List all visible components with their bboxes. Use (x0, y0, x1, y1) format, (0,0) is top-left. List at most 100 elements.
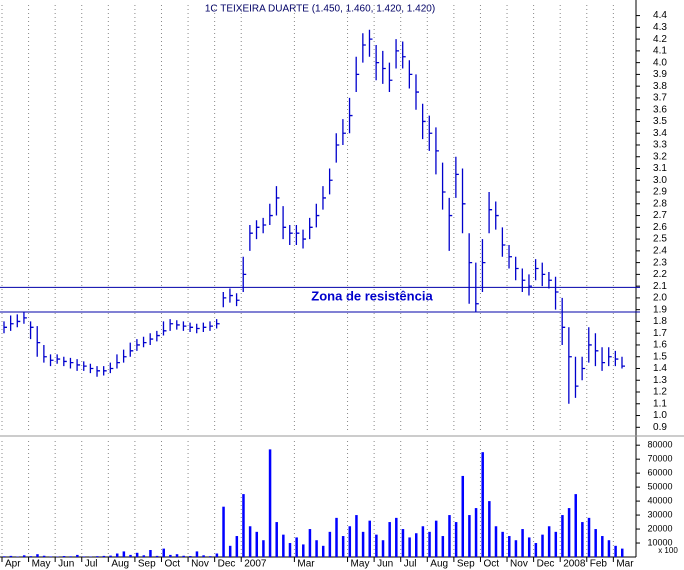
price-bar (568, 327, 572, 404)
price-bar (495, 201, 499, 230)
y2-tick-label: 60000 (647, 468, 672, 478)
x-tick-label: May (351, 559, 370, 570)
price-bar (481, 239, 486, 293)
y-tick-label: 3.8 (653, 81, 667, 92)
y2-tick-label: 40000 (647, 495, 672, 505)
y-tick-label: 0.9 (653, 422, 667, 433)
price-bar (209, 321, 213, 331)
volume-bar (122, 551, 126, 557)
price-bar (388, 62, 393, 93)
volume-bar (235, 536, 239, 557)
y2-tick-label: 80000 (647, 440, 672, 450)
price-bar (36, 326, 41, 357)
price-bar (295, 224, 300, 245)
volume-bar (494, 526, 498, 557)
price-bar (156, 330, 160, 342)
price-bar (588, 327, 592, 363)
volume-bar (554, 531, 558, 557)
volume-bar (521, 529, 524, 557)
price-bar (335, 133, 340, 163)
y-tick-label: 4.3 (653, 22, 667, 33)
y-tick-label: 2.9 (653, 187, 667, 198)
y-tick-label: 3.3 (653, 140, 667, 151)
x-tick-label: Nov (191, 559, 209, 570)
price-bar (375, 44, 380, 81)
price-bar (69, 357, 74, 369)
y-tick-label: 4.2 (653, 34, 667, 45)
price-bar (368, 29, 373, 57)
volume-bar (129, 554, 132, 557)
y-tick-label: 3.9 (653, 69, 667, 80)
volume-bar (401, 529, 405, 557)
price-bar (421, 103, 426, 140)
price-bar (621, 356, 625, 369)
price-bar (515, 256, 519, 281)
price-bar (96, 366, 101, 377)
volume-bar (567, 508, 571, 557)
price-bar (83, 361, 87, 371)
volume-bar (581, 522, 584, 557)
volume-bar (527, 537, 531, 557)
price-bar (594, 333, 599, 367)
volume-bar (375, 534, 378, 557)
x-tick-label: Jul (404, 559, 417, 570)
y-tick-label: 2.7 (653, 210, 667, 221)
volume-bar (222, 506, 225, 557)
y2-tick-label: 10000 (647, 537, 672, 547)
price-bar (448, 197, 453, 251)
volume-bar (315, 540, 318, 557)
y-tick-label: 1.4 (653, 363, 667, 374)
price-bar (189, 322, 194, 333)
x-tick-label: Mar (616, 559, 634, 570)
price-bar (342, 119, 346, 145)
y2-tick-label: 30000 (647, 509, 672, 519)
x-tick-label: Jun (58, 559, 74, 570)
y-tick-label: 1.3 (653, 375, 667, 386)
volume-bar (135, 552, 139, 557)
volume-bar (282, 534, 285, 557)
price-bar (142, 336, 147, 348)
price-bar (315, 203, 320, 228)
price-bar (435, 127, 439, 175)
volume-bar (621, 548, 624, 557)
volume-bar (421, 526, 425, 557)
price-bar (16, 314, 21, 328)
x-tick-label: 2008 (563, 559, 586, 570)
volume-bar (155, 555, 159, 557)
volume-bar (594, 529, 597, 557)
y-tick-label: 1.6 (653, 340, 667, 351)
volume-bar (109, 555, 112, 557)
price-bar (528, 274, 532, 296)
volume-bar (262, 540, 265, 557)
y-tick-label: 2.8 (653, 198, 667, 209)
price-bar (468, 233, 473, 304)
price-bar (23, 312, 27, 324)
volume-bar (36, 554, 39, 557)
volume-bar (415, 533, 418, 557)
volume-bar (481, 452, 484, 557)
volume-bar (355, 515, 358, 557)
volume-bar (441, 536, 445, 557)
price-bar (348, 97, 353, 134)
y-tick-label: 3.4 (653, 128, 667, 139)
price-bar (176, 320, 180, 330)
volume-bar (601, 536, 604, 557)
volume-bar (175, 554, 179, 557)
price-bar (235, 293, 240, 307)
x-tick-label: Dec (537, 559, 555, 570)
volume-bar (428, 531, 431, 557)
volume-bar (368, 520, 371, 557)
volume-bar (561, 515, 564, 557)
volume-bar (96, 556, 99, 557)
price-bar (255, 220, 260, 240)
volume-bar (248, 526, 252, 557)
price-bar (43, 344, 47, 363)
price-bar (441, 162, 446, 210)
y-tick-label: 4.1 (653, 46, 667, 57)
x-tick-label: Aug (430, 559, 448, 570)
volume-bar (547, 526, 551, 557)
price-bar (63, 356, 67, 367)
volume-bar (501, 531, 504, 557)
